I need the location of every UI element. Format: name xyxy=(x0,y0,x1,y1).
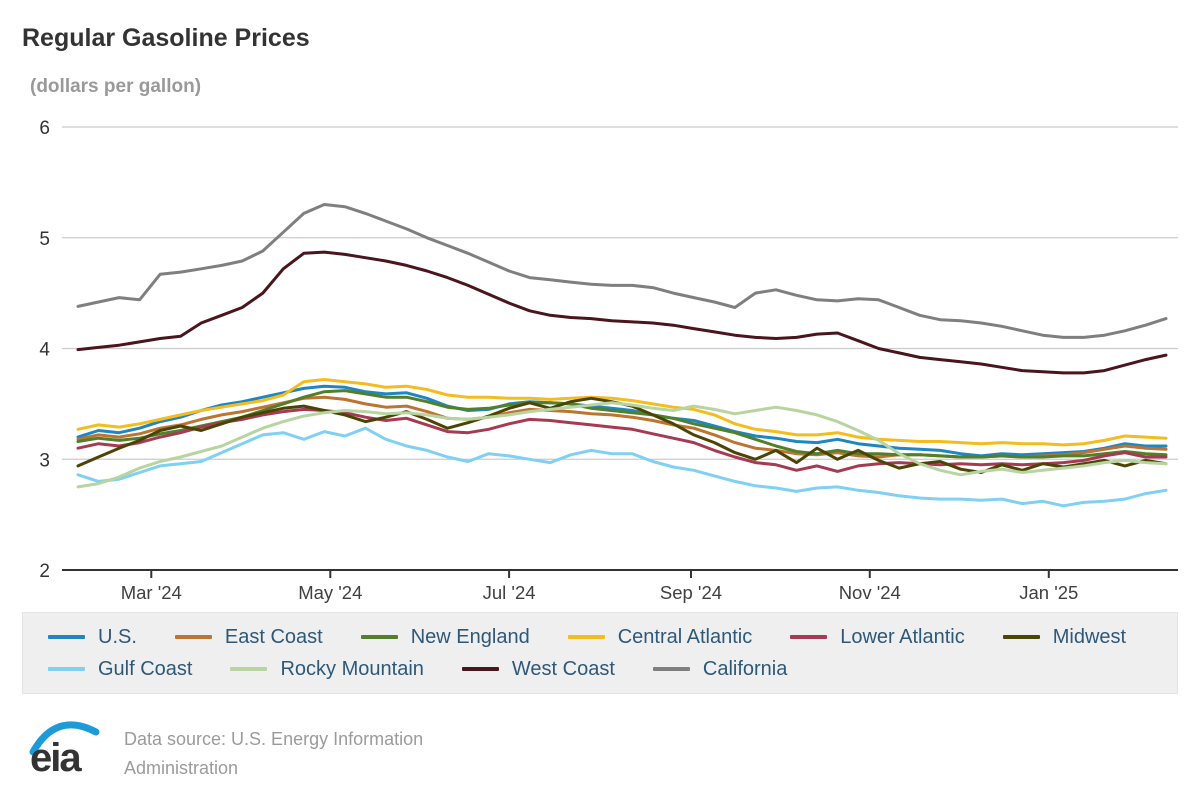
x-tick-label: Jul '24 xyxy=(483,582,536,603)
footer: eia Data source: U.S. Energy Information… xyxy=(28,715,423,783)
legend-swatch-rocky-mountain xyxy=(230,667,268,671)
data-source-line2: Administration xyxy=(124,758,239,778)
legend-swatch-central-atlantic xyxy=(567,635,605,639)
legend-label-gulf-coast: Gulf Coast xyxy=(98,657,193,680)
series-line-central-atlantic xyxy=(76,378,1168,447)
series-line-gulf-coast xyxy=(76,426,1168,508)
series-line-west-coast xyxy=(76,250,1168,375)
eia-logo: eia xyxy=(29,721,100,777)
series-line-lower-atlantic xyxy=(76,407,1168,473)
legend-item-u-s[interactable]: U.S. xyxy=(48,622,137,652)
legend-label-new-england: New England xyxy=(410,625,530,648)
legend-swatch-west-coast xyxy=(461,667,499,671)
legend-item-rocky-mountain[interactable]: Rocky Mountain xyxy=(230,654,424,684)
legend-label-california: California xyxy=(702,657,788,680)
legend-item-new-england[interactable]: New England xyxy=(360,622,530,652)
legend-swatch-midwest xyxy=(1002,635,1040,639)
price-chart: 2 3 4 5 6 Mar '24 May '24 Jul '24 Sep '24 Nov '24… xyxy=(39,118,1178,603)
legend-label-lower-atlantic: Lower Atlantic xyxy=(840,625,965,648)
legend-item-central-atlantic[interactable]: Central Atlantic xyxy=(567,622,753,652)
series-line-rocky-mountain xyxy=(76,401,1168,489)
eia-logo-text: eia xyxy=(30,736,82,777)
legend-swatch-gulf-coast xyxy=(48,667,85,671)
x-tick-label: May '24 xyxy=(298,582,362,603)
eia-logo-arc xyxy=(29,721,100,756)
legend-label-rocky-mountain: Rocky Mountain xyxy=(280,657,424,680)
data-source-text: Data source: U.S. Energy Information Adm… xyxy=(124,715,423,783)
legend-label-central-atlantic: Central Atlantic xyxy=(617,625,753,648)
y-tick-label-2: 2 xyxy=(39,561,50,582)
x-tick-label: Sep '24 xyxy=(660,582,722,603)
y-tick-label-4: 4 xyxy=(39,340,50,361)
y-axis: 2 3 4 5 6 xyxy=(39,118,1178,582)
legend-swatch-california xyxy=(652,667,690,671)
legend-swatch-u-s xyxy=(48,635,85,639)
y-tick-label-6: 6 xyxy=(39,118,50,139)
legend-swatch-east-coast xyxy=(174,635,212,639)
legend-swatch-new-england xyxy=(360,635,398,639)
legend-swatch-lower-atlantic xyxy=(790,635,828,639)
x-tick-label: Jan '25 xyxy=(1019,582,1078,603)
series-line-new-england xyxy=(76,389,1168,459)
legend-item-lower-atlantic[interactable]: Lower Atlantic xyxy=(790,622,965,652)
legend-item-midwest[interactable]: Midwest xyxy=(1002,622,1127,652)
data-source-line1: Data source: U.S. Energy Information xyxy=(124,729,424,749)
y-tick-label-3: 3 xyxy=(39,450,50,471)
x-axis: Mar '24 May '24 Jul '24 Sep '24 Nov '24 Jan '… xyxy=(62,569,1178,603)
y-tick-label-5: 5 xyxy=(39,229,50,250)
legend-label-midwest: Midwest xyxy=(1052,625,1127,648)
x-tick-label: Nov '24 xyxy=(839,582,901,603)
legend-label-east-coast: East Coast xyxy=(224,625,323,648)
page-title: Regular Gasoline Prices xyxy=(22,24,310,52)
legend-item-california[interactable]: California xyxy=(652,654,788,684)
legend-label-u-s: U.S. xyxy=(98,625,137,648)
chart-units-label: (dollars per gallon) xyxy=(30,76,202,97)
legend-item-gulf-coast[interactable]: Gulf Coast xyxy=(48,654,192,684)
legend-item-west-coast[interactable]: West Coast xyxy=(461,654,615,684)
legend-label-west-coast: West Coast xyxy=(511,657,615,680)
chart-legend: U.S. East Coast New England Central Atlanti… xyxy=(22,612,1178,694)
x-tick-label: Mar '24 xyxy=(121,582,182,603)
legend-item-east-coast[interactable]: East Coast xyxy=(174,622,323,652)
series-line-california xyxy=(76,203,1168,339)
